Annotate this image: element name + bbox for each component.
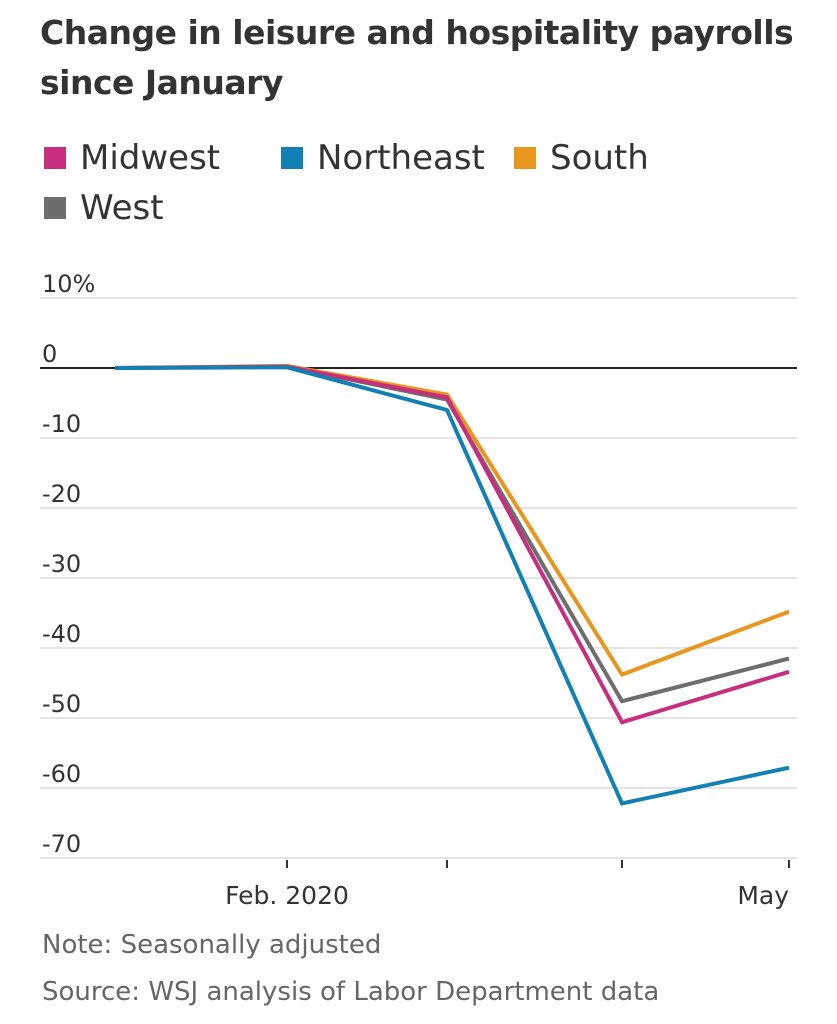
chart-source: Source: WSJ analysis of Labor Department… bbox=[42, 977, 660, 1007]
legend-swatch-northeast bbox=[281, 147, 303, 169]
legend-label-south: South bbox=[550, 138, 649, 178]
legend-item-northeast: Northeast bbox=[281, 138, 485, 178]
chart-title: Change in leisure and hospitality payrol… bbox=[40, 13, 794, 102]
y-tick-label: -40 bbox=[42, 620, 81, 648]
legend-label-west: West bbox=[80, 188, 164, 228]
series-lines bbox=[114, 363, 790, 806]
x-axis: Feb. 2020 May bbox=[225, 860, 790, 910]
x-tick-label: May bbox=[737, 881, 789, 910]
y-tick-label: -30 bbox=[42, 550, 81, 578]
gridlines bbox=[40, 297, 797, 859]
y-tick-label: -50 bbox=[42, 690, 81, 718]
y-tick-label: 0 bbox=[42, 340, 57, 368]
legend-swatch-midwest bbox=[44, 147, 66, 169]
legend-label-northeast: Northeast bbox=[317, 138, 485, 178]
x-tick-label: Feb. 2020 bbox=[225, 881, 349, 910]
legend-swatch-south bbox=[514, 147, 536, 169]
y-tick-label: -70 bbox=[42, 830, 81, 858]
series-line-south bbox=[114, 363, 790, 678]
legend-item-west: West bbox=[44, 188, 164, 228]
y-tick-label: -20 bbox=[42, 480, 81, 508]
y-tick-label: -10 bbox=[42, 410, 81, 438]
line-chart: 10% 0 -10 -20 -30 -40 -50 -60 -70 Feb. 2020 May bbox=[40, 270, 797, 910]
y-axis-ticks: 10% 0 -10 -20 -30 -40 -50 -60 -70 bbox=[42, 270, 95, 858]
legend-label-midwest: Midwest bbox=[80, 138, 221, 178]
legend-item-midwest: Midwest bbox=[44, 138, 220, 178]
y-tick-label: 10% bbox=[42, 270, 95, 298]
legend-item-south: South bbox=[514, 138, 649, 178]
series-line-northeast bbox=[114, 365, 790, 806]
chart-note: Note: Seasonally adjusted bbox=[42, 930, 382, 960]
legend-swatch-west bbox=[44, 197, 66, 219]
y-tick-label: -60 bbox=[42, 760, 81, 788]
